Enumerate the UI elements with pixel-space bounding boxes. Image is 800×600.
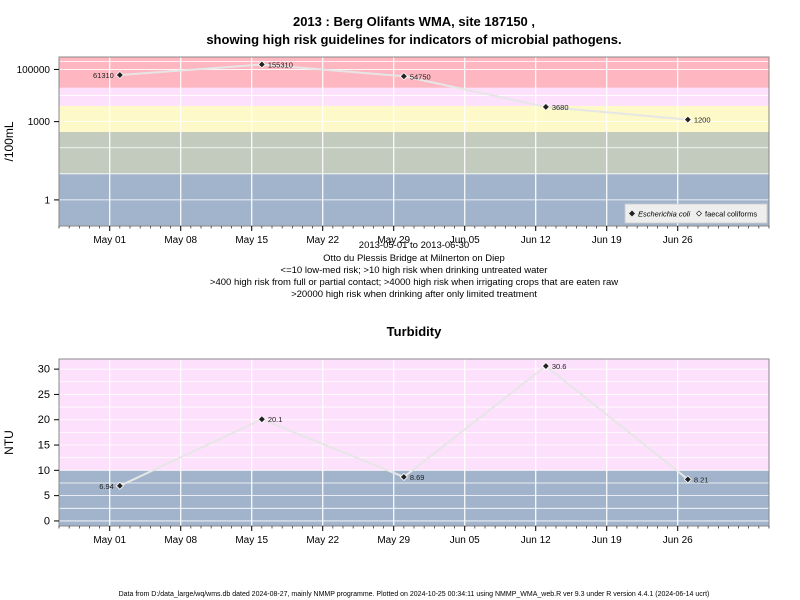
chart1-band-4 [59,57,769,88]
chart2-ytick-label: 5 [44,490,50,502]
chart1-xtick-label: May 01 [93,235,126,246]
chart1-xtick-label: Jun 12 [521,235,551,246]
chart2-ytick-label: 20 [38,414,50,426]
chart2-xtick-label: May 15 [235,535,268,546]
chart1-xtick-label: Jun 19 [592,235,622,246]
chart1-point [399,72,408,81]
chart2-ytick-label: 15 [38,440,50,452]
chart1-point [257,60,266,69]
chart2-band-0 [59,470,769,526]
caption-date-range: 2013-05-01 to 2013-06-30 [359,240,469,251]
chart2-ytick-label: 30 [38,364,50,376]
chart2-data-label: 8.69 [410,473,425,482]
chart2-ytick-label: 0 [44,515,50,527]
chart2-point [399,472,408,482]
chart1-xtick-label: May 22 [306,235,339,246]
chart2-data-label: 30.6 [552,362,567,371]
chart2-xtick-label: Jun 26 [663,535,693,546]
chart2-point [683,475,692,484]
chart1-data-label: 155310 [268,60,293,69]
chart1-caption: 2013-05-01 to 2013-06-30 Otto du Plessis… [210,240,618,300]
chart1-data-label: 54750 [410,72,431,81]
chart1-point [115,70,124,80]
chart1-xtick-label: Jun 05 [450,235,480,246]
chart2-xtick-label: May 01 [93,535,126,546]
chart1-title: 2013 : Berg Olifants WMA, site 187150 , [293,14,535,29]
chart2-ytick-label: 25 [38,389,50,401]
chart2-ytick-label: 10 [38,465,50,477]
chart2-plot: May 01 May 08 May 15 May 22 May 29 Jun 05 Jun … [2,358,770,546]
chart1-plot: May 01 May 08 May 15 May 22 May 29 Jun 05 Jun … [2,56,770,246]
chart1-band-2 [59,105,769,133]
chart2-xtick-label: May 29 [377,535,410,546]
chart1-legend: Escherichia coli faecal coliforms [624,203,768,224]
chart2-band-1 [59,359,769,471]
chart1-xtick-label: May 15 [235,235,268,246]
caption-guideline-3: >20000 high risk when drinking after onl… [291,289,537,300]
chart1-band-3 [59,87,769,106]
caption-guideline-1: <=10 low-med risk; >10 high risk when dr… [281,265,548,276]
chart2-data-label: 20.1 [268,415,283,424]
chart1-ytick-label: 1000 [28,117,51,128]
chart1-data-label: 3680 [552,103,569,112]
chart1-point [683,115,692,124]
chart2-xtick-label: Jun 12 [521,535,551,546]
legend-entry: Escherichia coli [638,210,690,219]
legend-box [624,203,768,224]
chart1-data-label: 61310 [93,71,114,80]
chart2-data-label: 8.21 [694,475,709,484]
chart1-ytick-label: 1 [44,195,50,206]
chart2-point [115,481,124,490]
chart2-data-label: 6.94 [99,482,114,491]
chart2-point [257,415,266,424]
footer-note: Data from D:/data_large/wq/wms.db dated … [119,591,710,598]
chart1-ylabel: /100mL [2,121,16,161]
chart2-xtick-label: Jun 05 [450,535,480,546]
chart1-point [541,102,550,111]
chart2-point [541,362,550,371]
chart2-xtick-label: Jun 19 [592,535,622,546]
chart1-xtick-label: Jun 26 [663,235,693,246]
legend-entry: faecal coliforms [705,210,757,219]
chart1-ytick-label: 100000 [17,65,51,76]
caption-guideline-2: >400 high risk from full or partial cont… [210,277,618,288]
chart1-band-1 [59,132,769,174]
chart1-xtick-label: May 08 [164,235,197,246]
chart2-xtick-label: May 08 [164,535,197,546]
legend-marker [629,210,635,217]
chart2-xtick-label: May 22 [306,535,339,546]
chart1-xtick-label: May 29 [377,235,410,246]
caption-site: Otto du Plessis Bridge at Milnerton on D… [323,253,505,264]
legend-marker [696,210,702,217]
chart2-ylabel: NTU [2,430,16,455]
chart1-data-label: 1200 [694,116,711,125]
chart1-subtitle: showing high risk guidelines for indicat… [206,32,621,47]
chart2-title: Turbidity [387,324,442,339]
